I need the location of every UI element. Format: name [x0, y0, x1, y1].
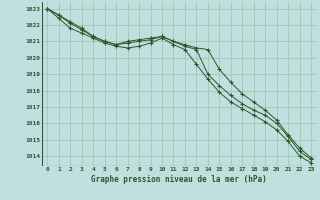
X-axis label: Graphe pression niveau de la mer (hPa): Graphe pression niveau de la mer (hPa) [91, 175, 267, 184]
